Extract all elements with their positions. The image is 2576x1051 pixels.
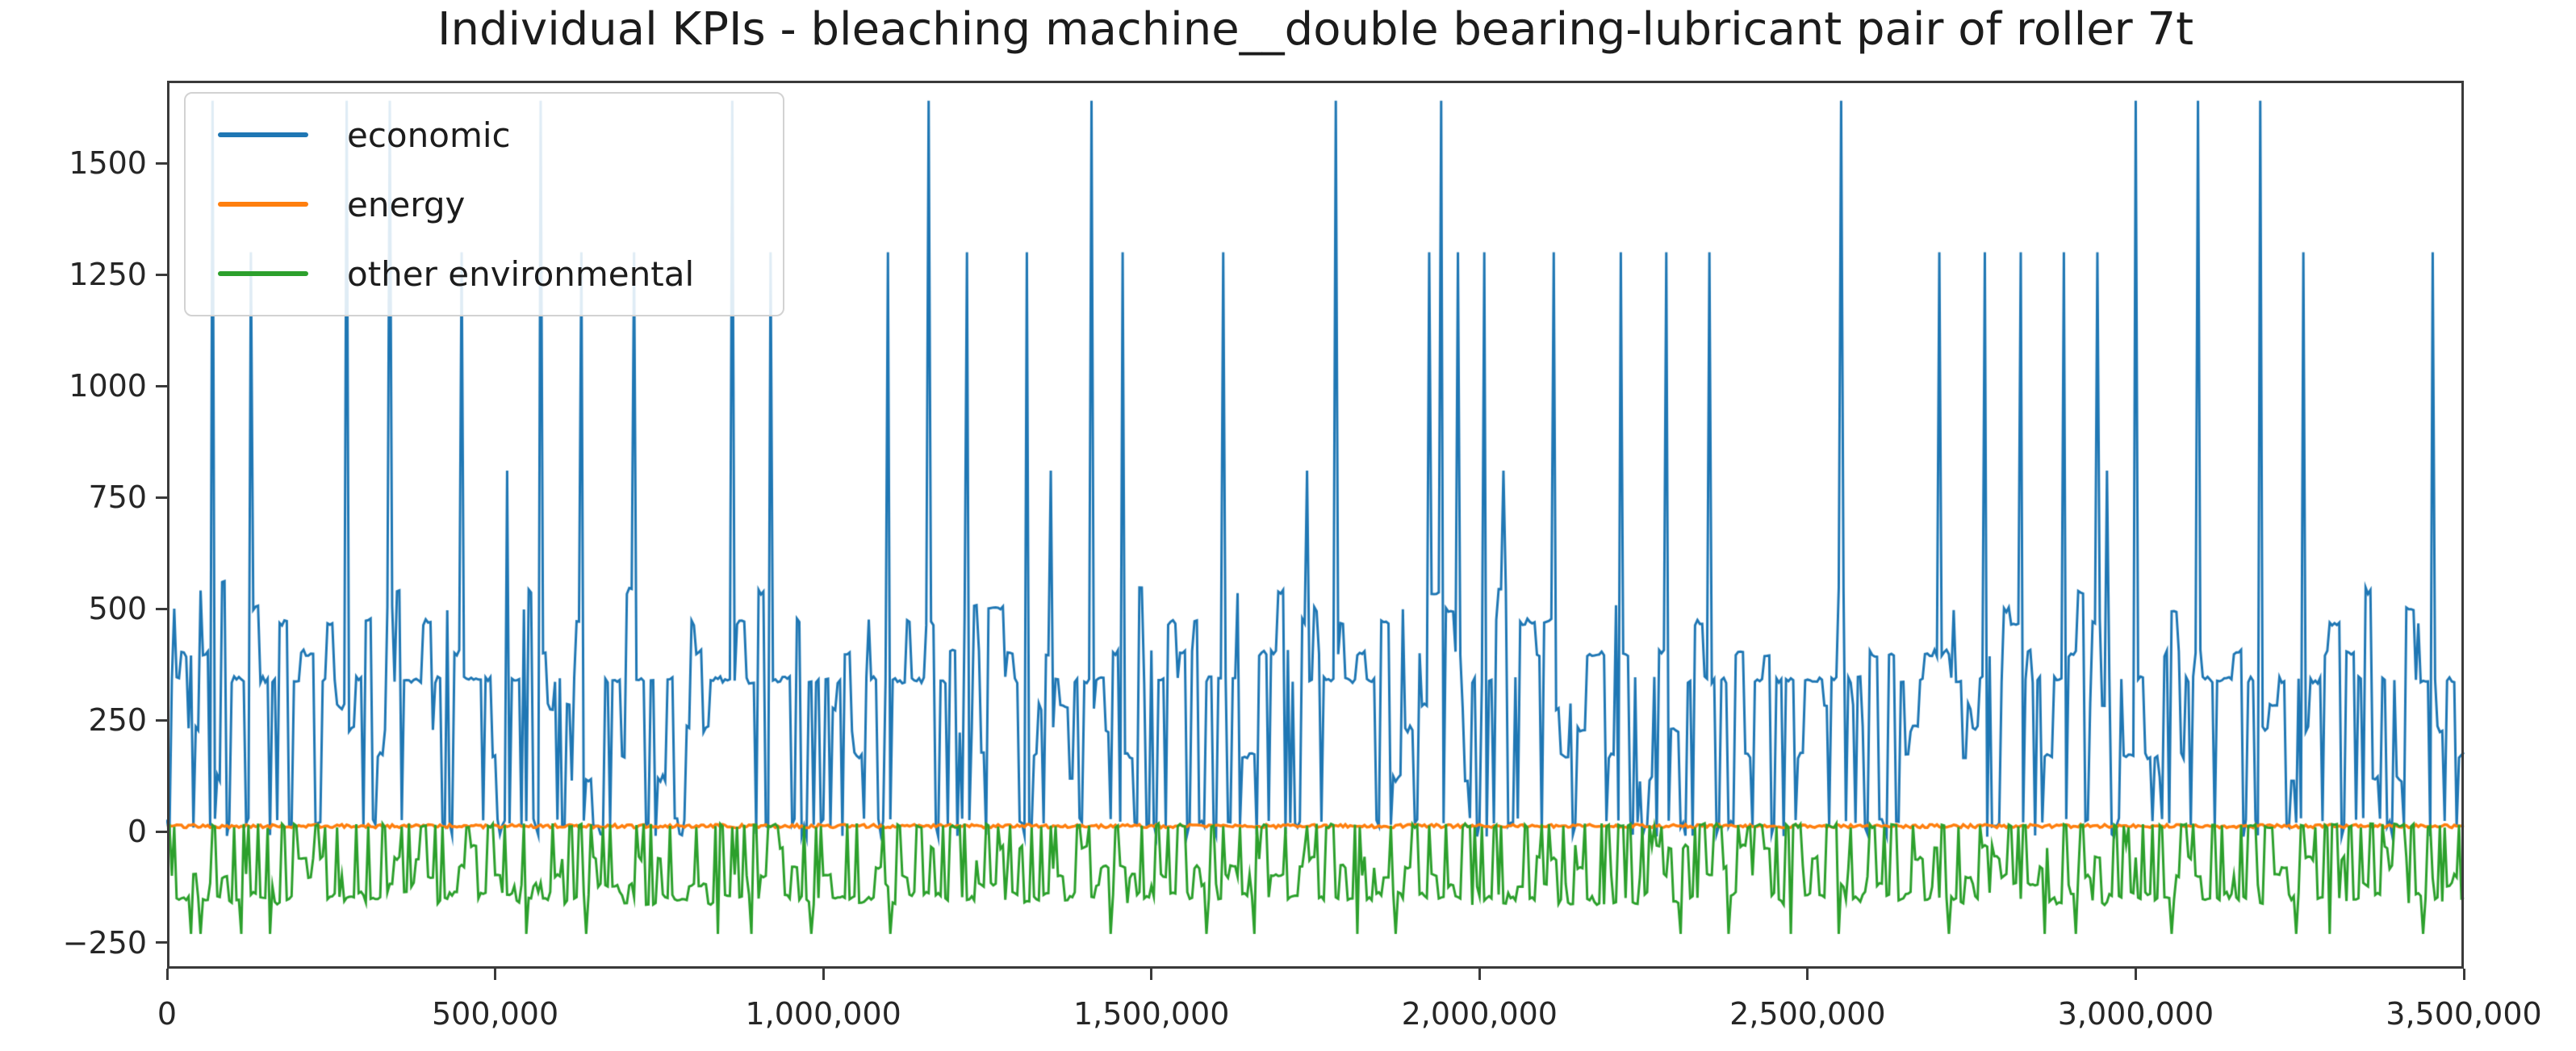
legend: economic energy other environmental	[184, 92, 784, 316]
y-tick-label: −250	[62, 924, 147, 961]
legend-label: other environmental	[347, 253, 695, 294]
x-tick-mark	[494, 969, 497, 980]
x-tick-label: 0	[157, 996, 178, 1032]
other-environmental-line-swatch	[218, 271, 308, 276]
x-tick-mark	[822, 969, 825, 980]
y-tick-mark	[156, 830, 167, 833]
x-tick-mark	[165, 969, 169, 980]
x-tick-mark	[1806, 969, 1809, 980]
x-tick-label: 2,500,000	[1729, 996, 1886, 1032]
x-tick-mark	[2462, 969, 2465, 980]
y-tick-label: 0	[127, 814, 147, 849]
x-tick-label: 3,500,000	[2386, 996, 2542, 1032]
y-tick-mark	[156, 607, 167, 610]
energy-line-swatch	[218, 202, 308, 207]
y-tick-label: 750	[88, 479, 147, 516]
y-tick-label: 1250	[69, 257, 147, 293]
y-tick-mark	[156, 718, 167, 722]
x-tick-mark	[1150, 969, 1153, 980]
x-tick-label: 3,000,000	[2057, 996, 2214, 1032]
legend-item-other-environmental: other environmental	[186, 254, 783, 294]
y-tick-label: 250	[88, 702, 147, 739]
y-tick-label: 500	[88, 591, 147, 627]
x-tick-label: 2,000,000	[1401, 996, 1558, 1032]
economic-line-swatch	[218, 132, 308, 137]
y-tick-label: 1500	[69, 145, 147, 182]
y-tick-mark	[156, 273, 167, 276]
x-tick-mark	[2134, 969, 2137, 980]
y-tick-mark	[156, 496, 167, 499]
legend-label: economic	[347, 115, 511, 155]
x-tick-label: 1,500,000	[1073, 996, 1230, 1032]
legend-item-energy: energy	[186, 185, 783, 224]
legend-label: energy	[347, 184, 466, 224]
y-tick-mark	[156, 161, 167, 165]
y-tick-mark	[156, 384, 167, 387]
x-tick-label: 500,000	[431, 996, 559, 1032]
x-tick-mark	[1478, 969, 1481, 980]
x-tick-label: 1,000,000	[745, 996, 901, 1032]
y-tick-label: 1000	[69, 368, 147, 404]
y-tick-mark	[156, 941, 167, 944]
legend-item-economic: economic	[186, 115, 783, 155]
